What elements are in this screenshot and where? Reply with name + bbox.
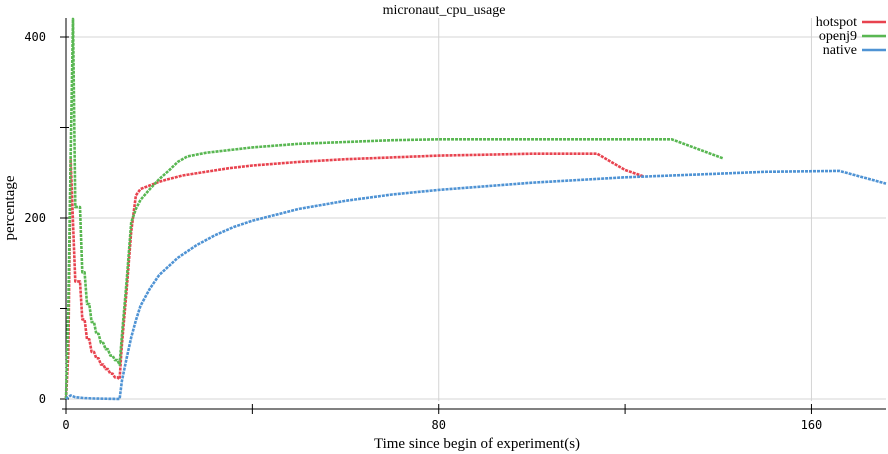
- legend-label: hotspot: [816, 15, 857, 30]
- legend-label: openj9: [819, 29, 857, 44]
- x-tick-label: 80: [432, 418, 446, 432]
- legend-label: native: [823, 43, 857, 58]
- x-tick-label: 160: [801, 418, 823, 432]
- series-line-openj9: [64, 17, 724, 400]
- y-tick-label: 0: [39, 392, 46, 406]
- axes: 0 80 160 0 200 400: [24, 18, 886, 432]
- data-series: [64, 17, 887, 401]
- series-line-native: [65, 169, 887, 401]
- y-tick-label: 200: [24, 211, 46, 225]
- x-tick-label: 0: [62, 418, 69, 432]
- series-line-hotspot: [64, 152, 645, 400]
- gridlines: [66, 18, 886, 401]
- chart-title: micronaut_cpu_usage: [383, 3, 506, 18]
- y-tick-label: 400: [24, 30, 46, 44]
- y-axis-label: percentage: [2, 175, 18, 240]
- x-axis-label: Time since begin of experiment(s): [374, 436, 580, 452]
